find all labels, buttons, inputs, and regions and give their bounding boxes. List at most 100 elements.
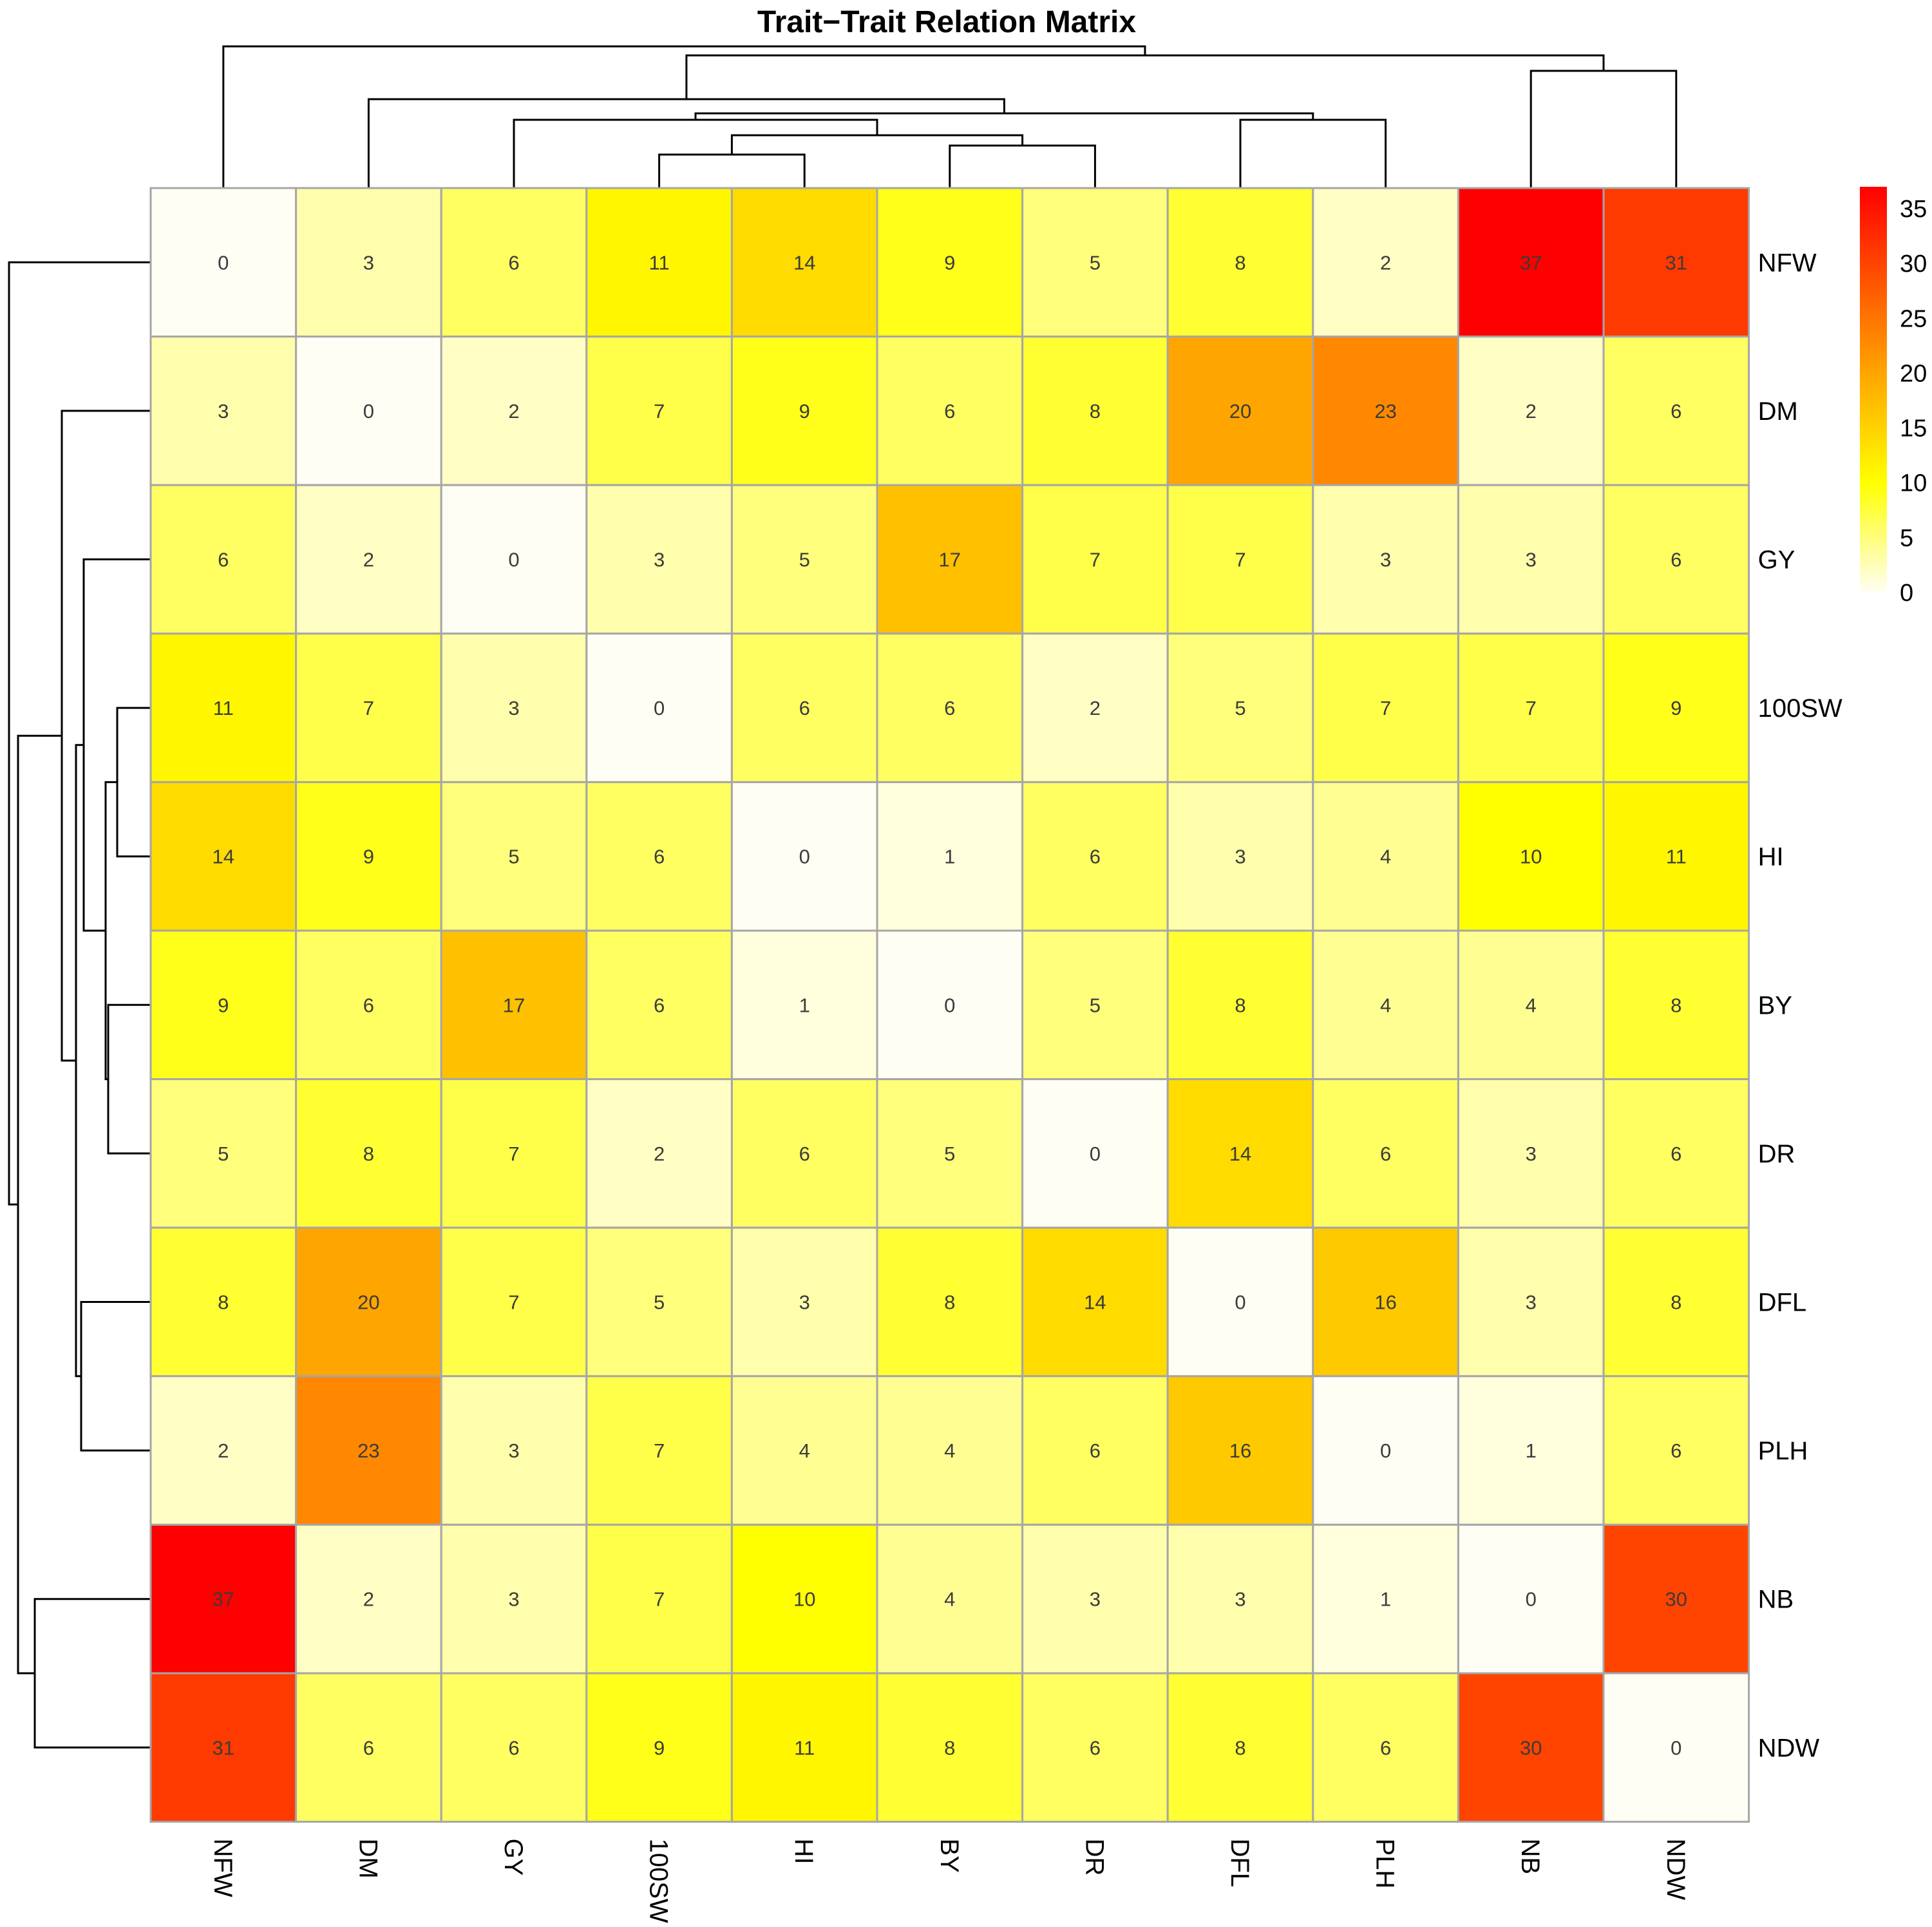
cell-value-label: 2 <box>363 1588 374 1611</box>
row-dendrogram-link <box>80 1301 151 1452</box>
heatmap-cell-100SW-NFW <box>149 632 298 783</box>
heatmap-cell-NB-PLH <box>1312 1523 1459 1675</box>
heatmap-cell-NB-DFL <box>1166 1523 1314 1675</box>
cell-value-label: 14 <box>1084 1291 1106 1314</box>
row-label-HI: HI <box>1758 843 1784 871</box>
cell-value-label: 7 <box>1526 697 1537 719</box>
cell-value-label: 4 <box>1526 994 1537 1016</box>
cell-value-label: 6 <box>363 1736 374 1759</box>
heatmap-cell-PLH-BY <box>876 1375 1024 1526</box>
heatmap-cell-DR-NFW <box>149 1078 298 1229</box>
legend-tick-label: 10 <box>1900 470 1927 497</box>
cell-value-label: 6 <box>1671 400 1681 422</box>
row-dendrogram-link <box>33 1598 151 1749</box>
cell-value-label: 3 <box>1235 846 1245 868</box>
column-dendrogram-link <box>949 144 1096 188</box>
cell-value-label: 3 <box>218 400 229 422</box>
heatmap-cell-DR-DM <box>295 1078 442 1229</box>
cell-value-label: 1 <box>944 846 955 868</box>
cell-value-label: 3 <box>1235 1588 1245 1611</box>
row-label-DM: DM <box>1758 397 1798 426</box>
heatmap-cell-BY-100SW <box>585 929 733 1081</box>
cell-value-label: 6 <box>508 1736 519 1759</box>
cell-value-label: 5 <box>218 1143 229 1165</box>
column-labels: NFW DM GY 100SW HI BY DR DFL PLH NB NDW <box>209 1839 1690 1923</box>
heatmap-cell-BY-PLH <box>1312 929 1459 1081</box>
color-legend: 0 5 10 15 20 25 30 35 <box>1860 187 1927 607</box>
row-label-NDW: NDW <box>1758 1734 1820 1762</box>
cell-value-label: 2 <box>654 1143 665 1165</box>
cell-value-label: 8 <box>363 1143 374 1165</box>
heatmap-cell-NFW-BY <box>876 187 1024 338</box>
cell-value-label: 0 <box>363 400 374 422</box>
heatmap-cell-BY-DR <box>1021 929 1169 1081</box>
cell-value-label: 0 <box>944 994 955 1016</box>
heatmap-cell-DM-NFW <box>149 336 298 486</box>
cell-value-label: 8 <box>944 1736 955 1759</box>
cell-value-label: 3 <box>1380 549 1391 571</box>
heatmap-cell-GY-NDW <box>1602 484 1750 635</box>
cell-value-label: 6 <box>654 846 665 868</box>
cell-value-label: 3 <box>654 549 665 571</box>
heatmap-cell-DFL-NFW <box>149 1226 298 1378</box>
cell-value-label: 6 <box>799 697 810 719</box>
heatmap-cell-PLH-PLH <box>1312 1375 1459 1526</box>
cell-value-label: 0 <box>1671 1736 1681 1759</box>
cell-value-label: 5 <box>1090 251 1101 274</box>
heatmap-cell-NB-NDW <box>1602 1523 1750 1675</box>
row-label-100SW: 100SW <box>1758 694 1842 723</box>
heatmap-cell-DM-DFL <box>1166 336 1314 486</box>
cell-value-label: 11 <box>794 1736 815 1759</box>
heatmap-cell-NDW-BY <box>876 1672 1024 1823</box>
legend-tick-label: 25 <box>1900 305 1927 332</box>
heatmap-cell-NFW-NDW <box>1602 187 1750 338</box>
cell-value-label: 7 <box>654 1588 665 1611</box>
row-dendrogram-link <box>75 744 84 1378</box>
cell-value-label: 0 <box>799 846 810 868</box>
cell-value-label: 14 <box>793 251 815 274</box>
cell-value-label: 6 <box>1380 1736 1391 1759</box>
heatmap-cell-NFW-100SW <box>585 187 733 338</box>
cell-value-label: 7 <box>508 1291 519 1314</box>
cell-value-label: 7 <box>1380 697 1391 719</box>
row-label-NB: NB <box>1758 1586 1794 1614</box>
cell-value-label: 6 <box>944 697 955 719</box>
column-label-DFL: DFL <box>1226 1839 1254 1888</box>
cell-value-label: 31 <box>1665 251 1687 274</box>
heatmap-cell-DR-DFL <box>1166 1078 1314 1229</box>
heatmap-cell-GY-PLH <box>1312 484 1459 635</box>
heatmap-cell-DFL-HI <box>730 1226 878 1378</box>
cell-value-label: 6 <box>654 994 665 1016</box>
row-dendrogram <box>8 261 151 1749</box>
cell-value-label: 6 <box>1090 846 1101 868</box>
column-label-NFW: NFW <box>209 1839 237 1897</box>
cell-value-label: 4 <box>1380 994 1391 1016</box>
heatmap-cell-HI-DM <box>295 781 442 932</box>
cell-value-label: 10 <box>793 1588 815 1611</box>
column-label-DM: DM <box>354 1839 382 1879</box>
cell-value-label: 7 <box>363 697 374 719</box>
column-label-DR: DR <box>1080 1839 1108 1876</box>
cell-value-label: 23 <box>357 1439 379 1462</box>
legend-tick-label: 35 <box>1900 196 1927 223</box>
cell-value-label: 20 <box>1229 400 1251 422</box>
cell-value-label: 2 <box>1526 400 1537 422</box>
cell-value-label: 3 <box>508 1588 519 1611</box>
cell-value-label: 2 <box>508 400 519 422</box>
column-label-BY: BY <box>935 1839 963 1873</box>
heatmap-cell-100SW-PLH <box>1312 632 1459 783</box>
cell-value-label: 14 <box>213 846 234 868</box>
cell-value-label: 30 <box>1665 1588 1687 1611</box>
cell-value-label: 31 <box>213 1736 234 1759</box>
heatmap-cell-NFW-DM <box>295 187 442 338</box>
cell-value-label: 3 <box>799 1291 810 1314</box>
row-label-NFW: NFW <box>1758 249 1817 277</box>
cell-value-label: 5 <box>1235 697 1245 719</box>
heatmap-cell-NDW-NFW <box>149 1672 298 1823</box>
heatmap-cell-NB-GY <box>440 1523 588 1675</box>
row-label-DFL: DFL <box>1758 1289 1807 1317</box>
heatmap-cell-DM-PLH <box>1312 336 1459 486</box>
column-dendrogram <box>222 45 1678 188</box>
column-dendrogram-link <box>1239 119 1387 188</box>
column-label-HI: HI <box>790 1839 818 1865</box>
